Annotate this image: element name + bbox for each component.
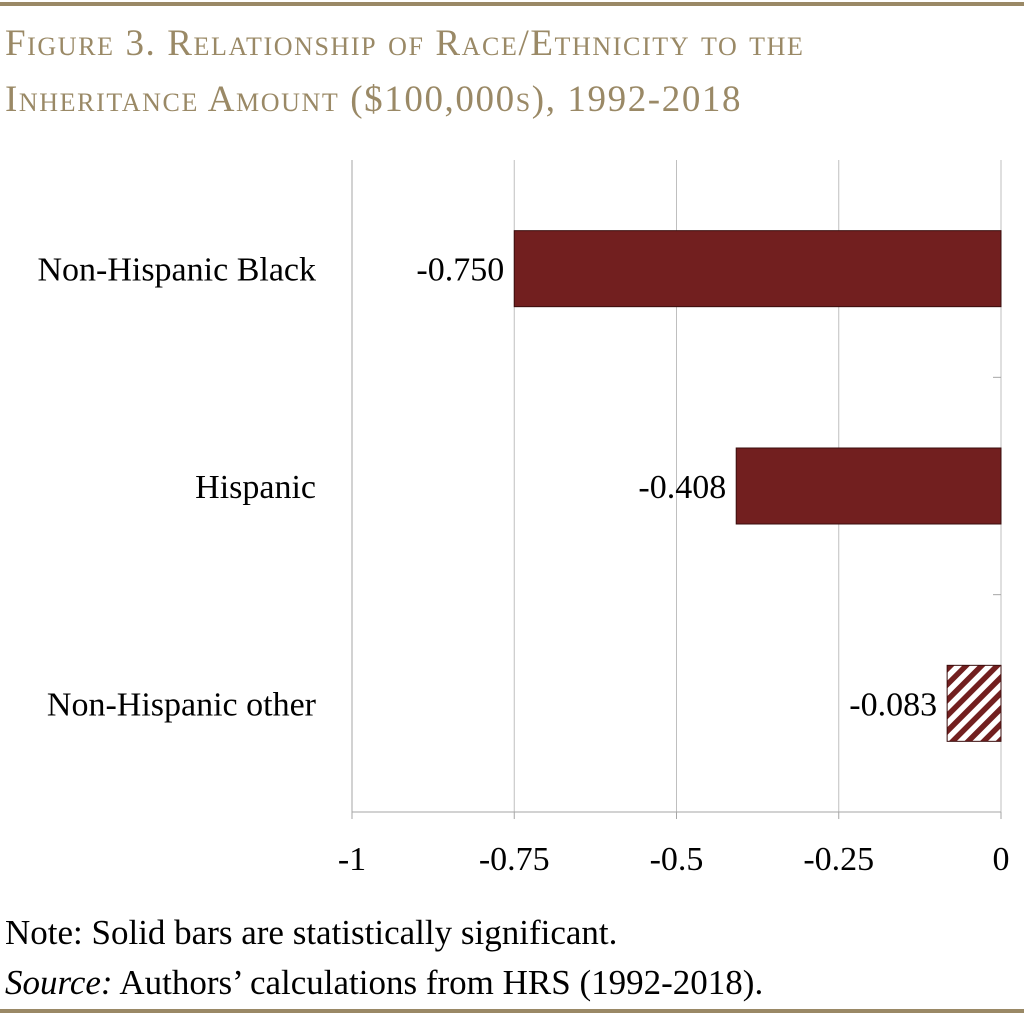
- category-label: Non-Hispanic other: [47, 686, 317, 723]
- bar: [735, 447, 1002, 525]
- bars: [513, 230, 1002, 742]
- bar-value-label: -0.083: [849, 686, 937, 723]
- figure-title-line-2: Inheritance Amount ($100,000s), 1992-201…: [5, 79, 743, 120]
- source-label: Source:: [5, 963, 113, 1002]
- bar: [946, 664, 1002, 742]
- bar-value-label: -0.750: [416, 252, 504, 289]
- note-line: Note: Solid bars are statistically signi…: [5, 913, 618, 952]
- x-tick-label: -0.25: [803, 841, 874, 878]
- labels: -1 -0.75 -0.5 -0.25 0 -0.750 Non-Hispanic Blac…: [37, 252, 1009, 878]
- x-tick-label: -1: [338, 841, 366, 878]
- bar-chart: -1 -0.75 -0.5 -0.25 0 -0.750 Non-Hispanic Blac…: [37, 160, 1010, 878]
- top-rule: [0, 2, 1024, 6]
- category-label: Hispanic: [195, 469, 316, 506]
- x-tick-label: -0.5: [650, 841, 704, 878]
- figure-title: Figure 3. Relationship of Race/Ethnicity…: [5, 16, 805, 128]
- category-label: Non-Hispanic Black: [37, 252, 316, 289]
- source-text: Authors’ calculations from HRS (1992-201…: [112, 963, 764, 1002]
- x-tick-label: 0: [993, 841, 1010, 878]
- bar: [513, 230, 1002, 308]
- bar-value-label: -0.408: [638, 469, 726, 506]
- figure-title-line-1: Figure 3. Relationship of Race/Ethnicity…: [5, 23, 805, 64]
- source-line: Source: Authors’ calculations from HRS (…: [5, 958, 763, 1008]
- bottom-rule: [0, 1009, 1024, 1013]
- figure-notes: Note: Solid bars are statistically signi…: [5, 908, 763, 1008]
- x-tick-label: -0.75: [479, 841, 550, 878]
- axes: [351, 160, 1002, 819]
